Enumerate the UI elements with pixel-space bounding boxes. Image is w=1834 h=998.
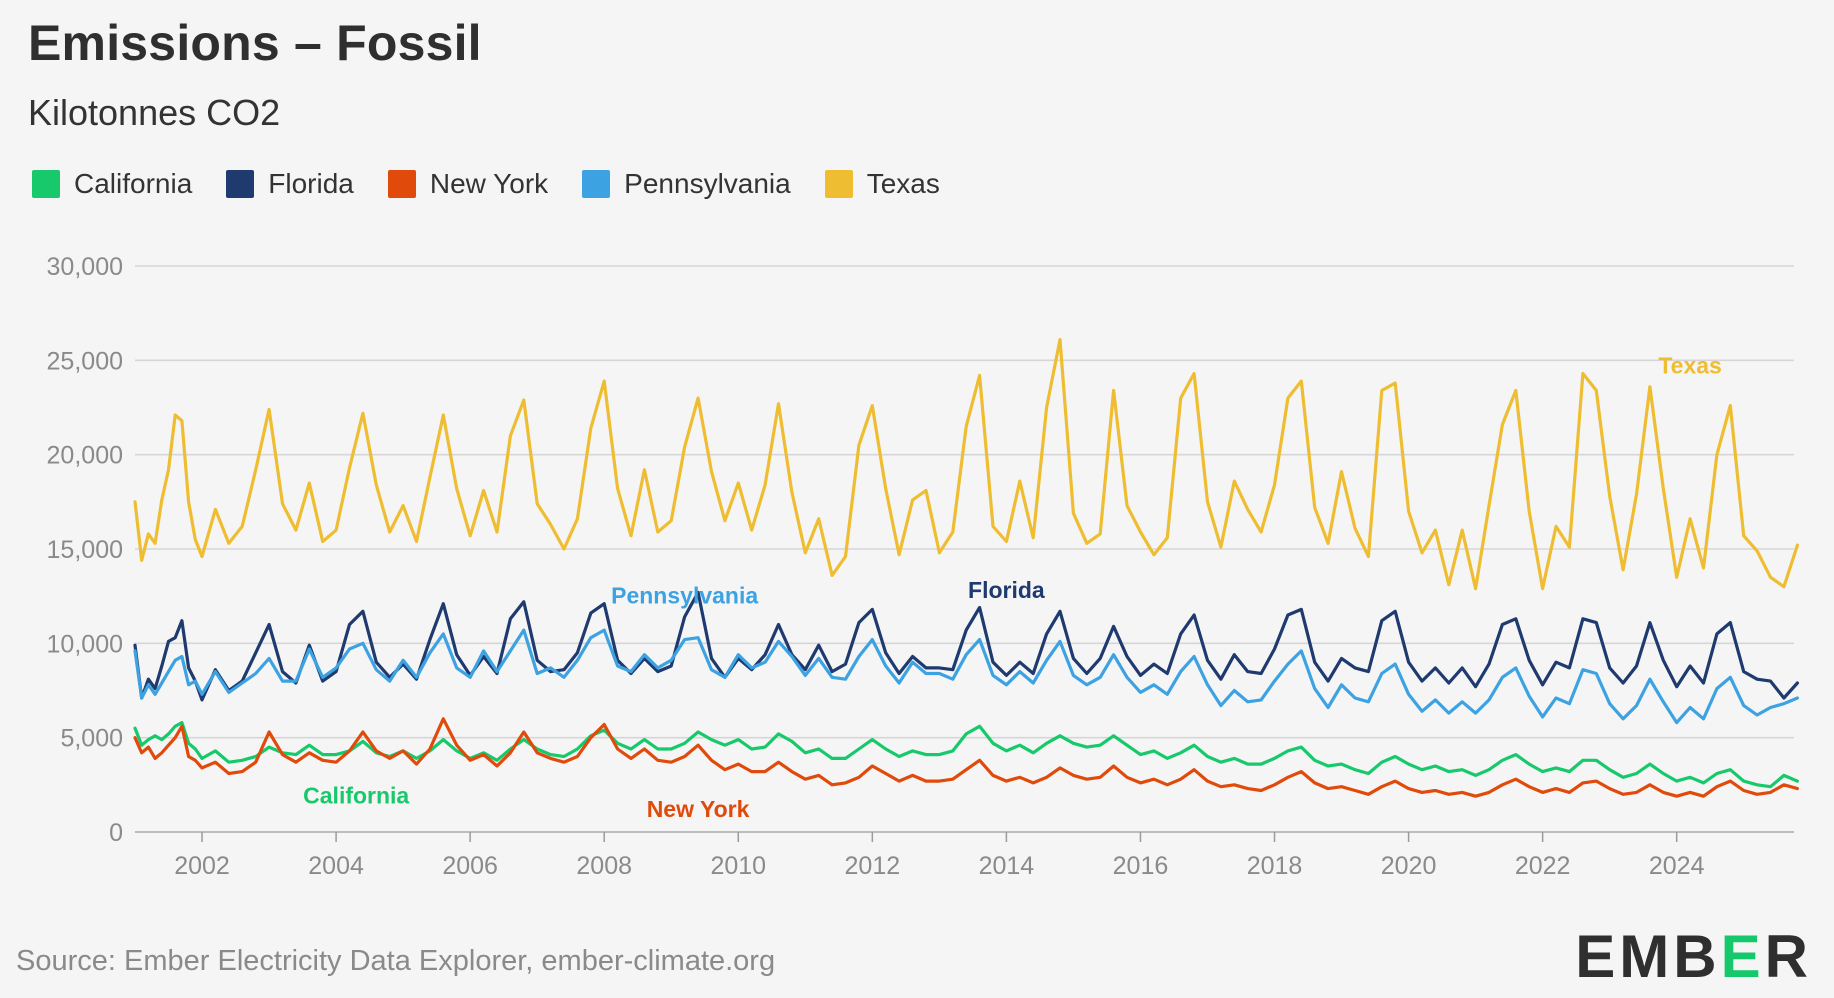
logo-text: EMB: [1575, 923, 1721, 990]
legend-swatch: [32, 170, 60, 198]
series-line-california: [133, 721, 1799, 789]
legend-swatch: [582, 170, 611, 198]
series-line-new-york: [133, 717, 1799, 798]
legend-item-new-york: New York: [387, 168, 549, 200]
series-line-texas: [133, 338, 1799, 591]
x-tick-label: 2014: [979, 852, 1035, 880]
logo-text-end: R: [1764, 923, 1812, 990]
x-tick-label: 2018: [1247, 852, 1303, 880]
x-tick-label: 2004: [308, 852, 364, 880]
series-label-california: California: [303, 783, 409, 809]
logo-accent: E: [1720, 923, 1765, 990]
x-tick-label: 2016: [1113, 852, 1169, 880]
chart-title: Emissions – Fossil: [28, 15, 482, 71]
y-tick-label: 10,000: [47, 630, 123, 658]
x-tick-label: 2012: [845, 852, 901, 880]
legend-label: Pennsylvania: [624, 168, 791, 199]
chart-subtitle: Kilotonnes CO2: [28, 92, 281, 133]
series-label-texas: Texas: [1658, 353, 1722, 379]
legend-swatch: [824, 170, 853, 198]
y-tick-label: 15,000: [47, 536, 123, 564]
series-line-pennsylvania: [133, 628, 1799, 725]
x-tick-label: 2002: [174, 852, 230, 880]
series-label-florida: Florida: [968, 577, 1045, 603]
series-label-pennsylvania: Pennsylvania: [611, 583, 758, 609]
y-tick-label: 0: [109, 819, 123, 847]
y-tick-label: 5,000: [60, 725, 123, 753]
legend-label: California: [74, 168, 193, 199]
series-line-florida: [133, 590, 1799, 702]
legend-item-california: California: [32, 168, 192, 200]
legend-label: New York: [429, 168, 549, 199]
x-tick-label: 2008: [576, 852, 632, 880]
x-tick-label: 2024: [1649, 852, 1705, 880]
x-tick-label: 2022: [1515, 852, 1571, 880]
chart-legend: California Florida New York Pennsylvania…: [32, 168, 940, 200]
legend-item-texas: Texas: [824, 168, 940, 200]
legend-swatch: [387, 170, 416, 198]
y-tick-label: 25,000: [47, 347, 123, 375]
legend-item-pennsylvania: Pennsylvania: [582, 168, 791, 200]
x-tick-label: 2006: [442, 852, 498, 880]
legend-label: Texas: [866, 168, 940, 199]
x-tick-label: 2020: [1381, 852, 1437, 880]
series-label-new-york: New York: [647, 796, 750, 822]
line-chart: 0 5,000 10,000 15,000 20,000 25,000 30,000 2002…: [47, 253, 1799, 880]
legend-item-florida: Florida: [226, 168, 354, 200]
y-tick-label: 30,000: [47, 253, 123, 281]
y-tick-label: 20,000: [47, 442, 123, 470]
x-tick-label: 2010: [710, 852, 766, 880]
source-note: Source: Ember Electricity Data Explorer,…: [16, 945, 776, 977]
legend-swatch: [226, 170, 255, 198]
ember-logo: EMBER: [1575, 922, 1812, 991]
legend-label: Florida: [268, 168, 354, 199]
